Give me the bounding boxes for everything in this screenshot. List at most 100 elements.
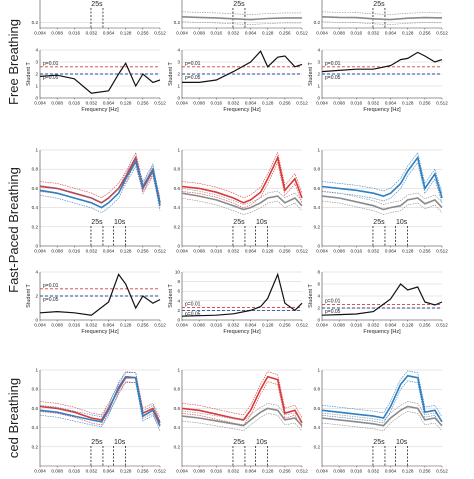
y-tick-label: 4 — [317, 48, 320, 53]
x-tick-label: 0.032 — [228, 31, 240, 36]
x-tick-label: 0.032 — [228, 249, 240, 254]
x-tick-label: 0.128 — [120, 249, 132, 254]
y-tick-label: 0.8 — [314, 167, 321, 172]
x-tick-label: 0.128 — [402, 31, 414, 36]
y-tick-label: 8 — [317, 270, 320, 275]
x-tick-label: 0.016 — [211, 323, 223, 328]
x-tick-label: 0.032 — [86, 101, 98, 106]
coherence-series-line — [40, 162, 160, 208]
y-axis-label: Student T — [308, 61, 314, 85]
x-tick-label: 0.064 — [103, 101, 115, 106]
x-tick-label: 0.064 — [385, 249, 397, 254]
y-tick-label: 0.2 — [174, 444, 181, 449]
y-tick-label: 0.4 — [32, 425, 39, 430]
x-tick-label: 0.128 — [402, 469, 414, 474]
y-tick-label: 3 — [35, 60, 38, 65]
y-tick-label: 0.6 — [314, 186, 321, 191]
x-tick-label: 0.128 — [262, 323, 274, 328]
y-tick-label: 0.4 — [174, 425, 181, 430]
x-tick-label: 0.016 — [351, 249, 363, 254]
x-tick-label: 0.016 — [351, 323, 363, 328]
x-tick-label: 0.032 — [228, 469, 240, 474]
x-tick-label: 0.008 — [51, 323, 63, 328]
x-axis-label: Frequency [Hz] — [363, 107, 401, 113]
x-tick-label: 0.128 — [120, 323, 132, 328]
x-tick-label: 0.512 — [296, 249, 308, 254]
y-tick-label: 4 — [177, 298, 180, 303]
period-label: 10s — [396, 219, 408, 226]
period-label: 25s — [233, 439, 245, 446]
coherence-series-line — [322, 17, 442, 20]
y-tick-label: 0.4 — [32, 205, 39, 210]
x-tick-label: 0.016 — [351, 31, 363, 36]
y-tick-label: 1 — [35, 84, 38, 89]
ci-upper-line — [182, 12, 302, 15]
x-tick-label: 0.016 — [351, 469, 363, 474]
p-value-label: p=0.05 — [325, 75, 341, 81]
x-tick-label: 0.004 — [176, 323, 188, 328]
y-tick-label: 4 — [35, 270, 38, 275]
y-tick-label: 2 — [177, 72, 180, 77]
period-label: 10s — [114, 219, 126, 226]
period-label: 10s — [256, 439, 268, 446]
x-tick-label: 0.512 — [154, 323, 166, 328]
x-tick-label: 0.256 — [419, 323, 431, 328]
x-tick-label: 0.256 — [137, 31, 149, 36]
y-tick-label: 1 — [317, 84, 320, 89]
x-tick-label: 0.008 — [193, 249, 205, 254]
x-tick-label: 0.256 — [137, 101, 149, 106]
x-tick-label: 0.004 — [176, 469, 188, 474]
p-value-label: p=0.01 — [43, 61, 59, 67]
x-tick-label: 0.512 — [296, 101, 308, 106]
y-tick-label: 0.8 — [174, 387, 181, 392]
x-tick-label: 0.008 — [193, 469, 205, 474]
y-tick-label: 0.8 — [32, 167, 39, 172]
y-tick-label: 4 — [177, 48, 180, 53]
y-tick-label: 0.2 — [314, 224, 321, 229]
y-tick-label: 0.2 — [174, 224, 181, 229]
y-tick-label: 0.4 — [314, 425, 321, 430]
x-tick-label: 0.128 — [120, 469, 132, 474]
x-tick-label: 0.032 — [86, 31, 98, 36]
x-tick-label: 0.008 — [193, 323, 205, 328]
x-tick-label: 0.256 — [137, 469, 149, 474]
p-value-label: p=0.01 — [185, 302, 201, 308]
x-tick-label: 0.004 — [176, 31, 188, 36]
p-value-label: p=0.01 — [185, 61, 201, 67]
x-tick-label: 0.064 — [103, 469, 115, 474]
ci-lower-line — [182, 198, 302, 214]
x-tick-label: 0.008 — [51, 31, 63, 36]
y-tick-label: 2 — [35, 72, 38, 77]
x-tick-label: 0.256 — [137, 249, 149, 254]
y-tick-label: 2 — [317, 306, 320, 311]
y-tick-label: 0.6 — [314, 406, 321, 411]
period-label: 25s — [233, 1, 245, 8]
p-value-label: p=0.05 — [43, 297, 59, 303]
x-tick-label: 0.032 — [368, 31, 380, 36]
y-tick-label: 1 — [35, 368, 38, 373]
x-tick-label: 0.032 — [228, 323, 240, 328]
y-tick-label: 0.2 — [32, 20, 39, 25]
x-tick-label: 0.064 — [245, 469, 257, 474]
y-tick-label: 0.2 — [32, 224, 39, 229]
x-tick-label: 0.512 — [296, 469, 308, 474]
x-tick-label: 0.008 — [51, 249, 63, 254]
y-axis-label: Student T — [308, 283, 314, 307]
x-axis-label: Frequency [Hz] — [223, 107, 261, 113]
x-tick-label: 0.512 — [154, 101, 166, 106]
x-tick-label: 0.128 — [262, 101, 274, 106]
coherence-series-line — [40, 158, 160, 203]
period-label: 10s — [396, 439, 408, 446]
y-tick-label: 1 — [177, 368, 180, 373]
y-tick-label: 0.4 — [174, 205, 181, 210]
y-tick-label: 10 — [175, 270, 181, 275]
x-tick-label: 0.512 — [436, 323, 448, 328]
